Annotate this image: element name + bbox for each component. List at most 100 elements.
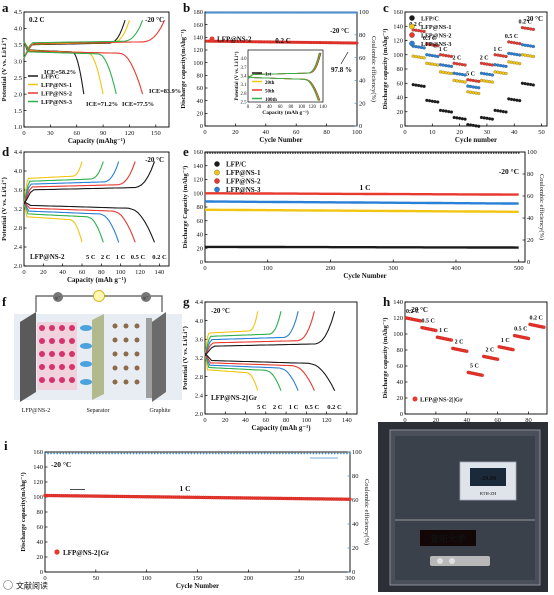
ce-point <box>482 152 485 154</box>
y-tick-label: 3.6 <box>14 187 23 194</box>
ce-point <box>333 452 336 455</box>
y-tick-label: 140 <box>193 35 203 42</box>
ce-point <box>224 452 226 455</box>
ce-point <box>304 11 307 14</box>
y-tick-label: 2.4 <box>195 393 204 400</box>
ce-point <box>321 452 324 455</box>
y2-tick-label: 60 <box>527 193 534 200</box>
rate-point <box>438 108 443 112</box>
inset-y-label: Potential (V vs. Li/Li⁺) <box>234 51 240 100</box>
inset-x-tick-label: 20 <box>256 105 261 110</box>
ce-point <box>235 11 239 14</box>
separator-icon <box>92 314 104 400</box>
x-tick-label: 30 <box>484 129 491 136</box>
rate-point <box>447 110 451 114</box>
ce-point <box>455 152 457 154</box>
rate-point <box>468 90 473 94</box>
ce-point <box>278 452 281 455</box>
legend-entry: LFP@NS-2||Gr <box>420 397 463 404</box>
anode-label: Graphite <box>150 408 171 414</box>
rate-point <box>504 110 508 114</box>
ce-point <box>263 11 266 14</box>
ce-point <box>108 452 110 455</box>
rate-point <box>523 26 527 30</box>
panel-letter: e <box>183 144 189 159</box>
y-tick-label: 100 <box>33 494 43 501</box>
lfp-particle <box>69 351 75 357</box>
rate-point <box>493 53 497 57</box>
ce-point <box>281 152 284 154</box>
x-tick-label: 0 <box>22 130 25 137</box>
x-tick-label: 0 <box>43 575 46 582</box>
rate-point <box>498 71 503 75</box>
electrolyte-molecule <box>134 365 140 371</box>
legend-swatch <box>409 15 415 21</box>
charge-curve <box>23 161 156 205</box>
electrolyte-molecule <box>112 337 118 343</box>
ce-point <box>272 11 275 14</box>
y-tick-label: 4.0 <box>195 318 203 325</box>
y-tick-label: 120 <box>193 177 203 184</box>
ce-point <box>505 152 508 154</box>
ce-point <box>307 152 309 154</box>
ce-point <box>205 11 208 14</box>
ce-point <box>267 11 270 14</box>
lfp-particle <box>39 325 45 331</box>
y-axis-label: Discharge capacity (mAhg⁻¹) <box>382 29 389 110</box>
charge-curve <box>23 161 136 205</box>
rate-label: 0.2 C <box>29 16 45 24</box>
ce-point <box>354 152 357 154</box>
rate-point <box>417 29 421 33</box>
chart-e: 0 100 200 300 400 500020406080100120140160Cyc… <box>182 149 545 280</box>
ce-point <box>129 452 132 455</box>
x-tick-label: 100 <box>301 417 311 424</box>
y-axis-label: Potential (V vs. Li/Li⁺) <box>182 326 189 390</box>
x-tick-label: 100 <box>263 265 273 272</box>
ce-point <box>407 152 410 154</box>
rate-point <box>411 54 415 58</box>
lfp-particle <box>69 377 75 383</box>
ce-point <box>457 152 460 154</box>
lfp-particle <box>59 338 65 344</box>
ce-point <box>234 152 237 154</box>
inset-x-tick-label: 0 <box>247 105 250 110</box>
ce-point <box>213 11 216 14</box>
rate-point <box>529 54 533 58</box>
rate-point <box>455 72 459 76</box>
ce-point <box>242 452 245 455</box>
ce-point <box>160 452 162 455</box>
rate-point <box>433 54 437 58</box>
ce-point <box>284 11 287 14</box>
legend-swatch <box>412 396 418 402</box>
ce-point <box>347 152 349 154</box>
watermark-icon <box>3 580 13 590</box>
panel-letter: b <box>183 0 190 15</box>
y2-tick-label: 100 <box>527 149 537 156</box>
inset-y-tick-label: 3.7 <box>241 66 248 71</box>
ce-point <box>123 452 126 455</box>
y2-axis-label: Coulombic efficiency(%) <box>538 174 545 240</box>
y2-tick-label: 80 <box>359 32 366 39</box>
y2-tick-label: 40 <box>359 78 366 85</box>
inset-x-tick-label: 100 <box>298 105 306 110</box>
plot-frame <box>23 11 170 128</box>
rate-point <box>529 44 533 48</box>
lfp-particle <box>59 325 65 331</box>
rate-point <box>526 82 530 86</box>
y-tick-label: 2.8 <box>14 225 22 232</box>
ce-point <box>314 152 317 154</box>
rate-point <box>526 26 530 31</box>
ce-point <box>374 152 377 154</box>
rate-point <box>468 84 473 89</box>
y-tick-label: 120 <box>393 38 403 45</box>
ce-point <box>258 11 261 14</box>
rate-point <box>507 40 511 44</box>
rate-point <box>496 70 500 74</box>
x-tick-label: 150 <box>151 130 161 137</box>
rate-point <box>436 44 440 48</box>
x-tick-label: 200 <box>243 575 253 582</box>
sample-label: LFP@NS-2 <box>30 253 65 261</box>
ce-point <box>266 452 269 455</box>
ce-point <box>208 11 211 14</box>
rate-point <box>463 80 467 84</box>
